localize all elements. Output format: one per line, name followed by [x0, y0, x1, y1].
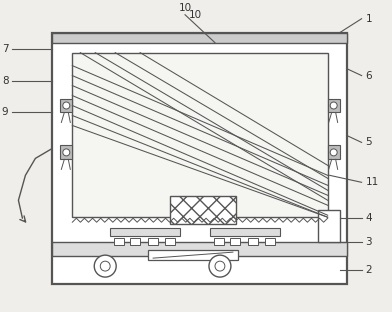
Bar — [53, 33, 347, 284]
Bar — [148, 238, 158, 245]
Bar — [53, 242, 347, 256]
Bar — [165, 238, 175, 245]
Bar — [170, 196, 236, 224]
Bar — [318, 210, 339, 242]
Bar — [60, 145, 72, 159]
Bar — [214, 238, 224, 245]
Circle shape — [209, 255, 231, 277]
Text: 8: 8 — [2, 76, 9, 85]
Circle shape — [330, 102, 337, 109]
Circle shape — [215, 261, 225, 271]
Text: 1: 1 — [366, 14, 372, 24]
Bar — [130, 238, 140, 245]
Circle shape — [63, 102, 70, 109]
Text: 4: 4 — [366, 213, 372, 223]
Text: 9: 9 — [2, 108, 9, 118]
Text: 5: 5 — [366, 137, 372, 147]
Bar — [60, 99, 72, 113]
Bar — [328, 145, 339, 159]
Bar — [328, 99, 339, 113]
Bar — [72, 53, 328, 217]
Circle shape — [330, 149, 337, 156]
Bar — [230, 238, 240, 245]
Text: 6: 6 — [366, 71, 372, 80]
Circle shape — [100, 261, 110, 271]
Text: 11: 11 — [366, 177, 379, 187]
Bar — [210, 228, 280, 236]
Bar — [53, 33, 347, 43]
Circle shape — [63, 149, 70, 156]
Bar — [110, 228, 180, 236]
Text: 10: 10 — [189, 10, 202, 20]
Bar — [114, 238, 124, 245]
Text: 10: 10 — [178, 3, 192, 13]
Bar — [248, 238, 258, 245]
Bar — [148, 250, 238, 260]
Text: 7: 7 — [2, 44, 9, 54]
Text: 3: 3 — [366, 237, 372, 247]
Text: 2: 2 — [366, 265, 372, 275]
Bar — [265, 238, 275, 245]
Circle shape — [94, 255, 116, 277]
